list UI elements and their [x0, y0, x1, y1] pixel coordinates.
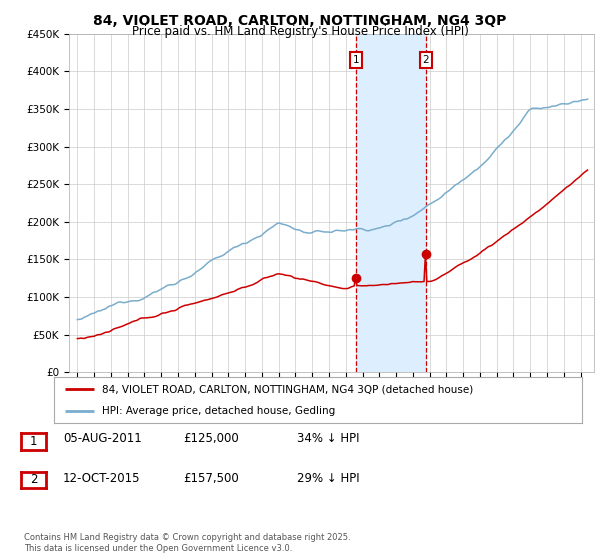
Text: Price paid vs. HM Land Registry's House Price Index (HPI): Price paid vs. HM Land Registry's House … [131, 25, 469, 38]
Text: 1: 1 [30, 435, 37, 448]
Bar [356, 34, 426, 372]
Text: 29% ↓ HPI: 29% ↓ HPI [297, 472, 359, 484]
Text: Contains HM Land Registry data © Crown copyright and database right 2025.: Contains HM Land Registry data © Crown c… [24, 533, 350, 542]
Text: 05-AUG-2011: 05-AUG-2011 [63, 432, 142, 445]
Text: 84, VIOLET ROAD, CARLTON, NOTTINGHAM, NG4 3QP (detached house): 84, VIOLET ROAD, CARLTON, NOTTINGHAM, NG… [101, 384, 473, 394]
Text: 84, VIOLET ROAD, CARLTON, NOTTINGHAM, NG4 3QP: 84, VIOLET ROAD, CARLTON, NOTTINGHAM, NG… [94, 14, 506, 28]
Text: £125,000: £125,000 [183, 432, 239, 445]
Text: 2: 2 [422, 55, 429, 65]
Text: HPI: Average price, detached house, Gedling: HPI: Average price, detached house, Gedl… [101, 407, 335, 416]
Text: 34% ↓ HPI: 34% ↓ HPI [297, 432, 359, 445]
Text: This data is licensed under the Open Government Licence v3.0.: This data is licensed under the Open Gov… [24, 544, 292, 553]
Text: 1: 1 [353, 55, 359, 65]
Text: 2: 2 [30, 473, 37, 487]
Text: 12-OCT-2015: 12-OCT-2015 [63, 472, 140, 484]
Text: £157,500: £157,500 [183, 472, 239, 484]
